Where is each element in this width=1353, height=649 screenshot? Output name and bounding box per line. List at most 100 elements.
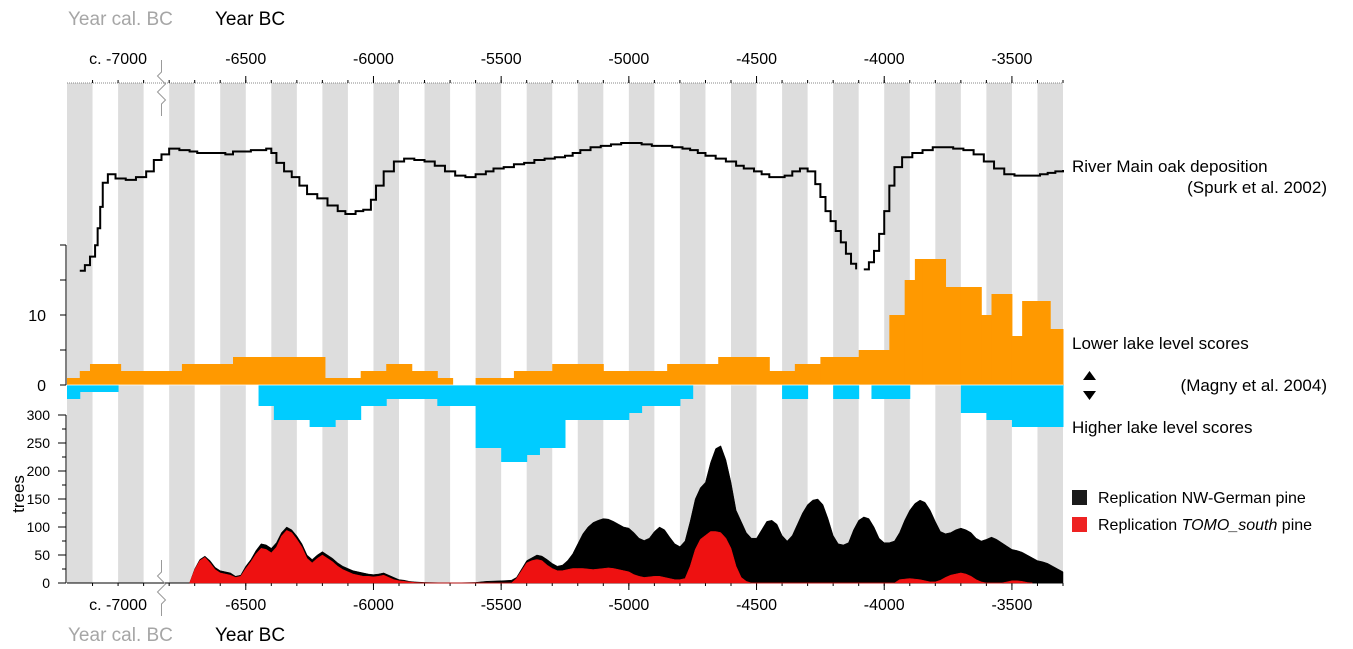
lower-lake-bar bbox=[858, 350, 872, 385]
higher-lake-bar bbox=[258, 385, 275, 406]
replication-area-nwgerman bbox=[189, 445, 1064, 584]
legend: Replication NW-German pine Replication T… bbox=[1072, 490, 1312, 534]
replication-tick-label: 200 bbox=[27, 463, 51, 479]
lower-lake-bar bbox=[360, 371, 387, 385]
top-tick-label: -5500 bbox=[481, 51, 522, 68]
higher-lake-bar bbox=[526, 385, 540, 455]
replication-tick-label: 250 bbox=[27, 435, 51, 451]
stripe bbox=[577, 83, 604, 583]
lower-lake-bar bbox=[67, 378, 81, 385]
oak-citation: (Spurk et al. 2002) bbox=[1187, 178, 1327, 197]
top-tick-label: -4500 bbox=[736, 51, 777, 68]
top-x-axis: -6500 -6000 -5500 -5000 -4500 -4000 -3500 c. -7… bbox=[67, 51, 1064, 116]
lower-lake-bar bbox=[552, 364, 604, 385]
higher-lake-bar bbox=[986, 385, 1013, 420]
bottom-tick-label: -4500 bbox=[736, 597, 777, 614]
bottom-axis-title: Year BC bbox=[215, 625, 285, 646]
higher-lake-bar bbox=[437, 385, 477, 406]
higher-lake-bar bbox=[782, 385, 809, 399]
legend-swatch-nwgerman bbox=[1072, 490, 1087, 505]
replication-tick-label: 100 bbox=[27, 519, 51, 535]
lower-lake-bar bbox=[960, 287, 982, 385]
higher-lake-bar bbox=[871, 385, 911, 399]
higher-lake-bar bbox=[67, 385, 81, 399]
stripe bbox=[271, 83, 297, 583]
oak-curve-segment bbox=[863, 146, 1064, 271]
higher-lake-bar bbox=[960, 385, 987, 413]
replication-y-axis: 0 50 100 150 200 250 300 bbox=[27, 407, 67, 591]
higher-lake-bar bbox=[539, 385, 553, 448]
stripe bbox=[373, 83, 399, 583]
lower-lake-bar bbox=[871, 350, 890, 385]
stripe bbox=[475, 83, 502, 583]
bottom-axis-title-cal: Year cal. BC bbox=[68, 625, 173, 646]
lower-lake-bar bbox=[743, 357, 770, 385]
lower-lake-bar bbox=[794, 364, 821, 385]
lower-lake-bar bbox=[1037, 301, 1051, 385]
replication-area-tomo bbox=[189, 530, 1033, 584]
lower-lake-bar bbox=[386, 364, 413, 385]
legend-label-nwgerman: Replication NW-German pine bbox=[1098, 490, 1306, 507]
top-tick-label: -3500 bbox=[991, 51, 1032, 68]
lower-lake-bar bbox=[1050, 329, 1064, 385]
lower-lake-bar bbox=[181, 364, 234, 385]
cal-tick-label: c. -7000 bbox=[89, 51, 147, 68]
stripe bbox=[67, 83, 93, 583]
lower-lake-bar bbox=[692, 364, 719, 385]
break-mark bbox=[156, 560, 167, 616]
lower-lake-bar bbox=[991, 294, 1013, 385]
break-mark bbox=[156, 60, 167, 116]
lower-lake-bar bbox=[1022, 301, 1038, 385]
higher-lake-bar bbox=[309, 385, 336, 427]
legend-label-tomo: Replication TOMO_south pine bbox=[1098, 517, 1312, 534]
lower-lake-bar bbox=[513, 371, 553, 385]
oak-deposition-curve bbox=[79, 142, 1064, 272]
higher-lake-bar bbox=[565, 385, 604, 420]
lake-citation: (Magny et al. 2004) bbox=[1181, 376, 1327, 395]
bottom-tick-label: -6500 bbox=[225, 597, 266, 614]
replication-tick-label: 150 bbox=[27, 491, 51, 507]
higher-lake-bar bbox=[552, 385, 566, 448]
lake-level-bars bbox=[67, 259, 1064, 462]
stripe bbox=[526, 83, 553, 583]
higher-lake-bar bbox=[273, 385, 311, 420]
lake-tick-label: 0 bbox=[37, 378, 46, 395]
stripe bbox=[782, 83, 808, 583]
stripe bbox=[322, 83, 348, 583]
lower-lake-bar bbox=[603, 371, 643, 385]
replication-tick-label: 50 bbox=[34, 547, 50, 563]
cal-tick-label: c. -7000 bbox=[89, 597, 147, 614]
higher-lake-bar bbox=[475, 385, 502, 448]
higher-lake-bar bbox=[1037, 385, 1064, 427]
lower-lake-bar bbox=[981, 315, 992, 385]
bottom-tick-label: -5000 bbox=[608, 597, 649, 614]
higher-lake-bar bbox=[92, 385, 119, 392]
top-tick-label: -5000 bbox=[608, 51, 649, 68]
stripe bbox=[628, 83, 655, 583]
lower-lake-bar bbox=[820, 357, 860, 385]
higher-lake-label: Higher lake level scores bbox=[1072, 418, 1252, 437]
lower-lake-bar bbox=[1011, 336, 1023, 385]
higher-lake-bar bbox=[501, 385, 528, 462]
oak-series-label: River Main oak deposition bbox=[1072, 157, 1268, 176]
lower-lake-bar bbox=[889, 315, 906, 385]
higher-lake-bar bbox=[79, 385, 94, 392]
lower-lake-bar bbox=[769, 371, 796, 385]
triangle-up-icon bbox=[1083, 371, 1096, 380]
higher-lake-bar bbox=[628, 385, 643, 413]
higher-lake-bar bbox=[641, 385, 681, 406]
lower-lake-bar bbox=[914, 259, 924, 385]
top-axis-title: Year BC bbox=[215, 9, 285, 30]
lower-lake-bar bbox=[120, 371, 183, 385]
oak-curve-segment bbox=[79, 142, 858, 272]
bottom-tick-label: -3500 bbox=[991, 597, 1032, 614]
triangle-down-icon bbox=[1083, 391, 1096, 400]
bottom-tick-label: -4000 bbox=[864, 597, 905, 614]
lower-lake-bar bbox=[718, 357, 745, 385]
top-axis-title-cal: Year cal. BC bbox=[68, 9, 173, 30]
higher-lake-bar bbox=[335, 385, 362, 420]
top-tick-label: -6000 bbox=[353, 51, 394, 68]
lower-lake-bar bbox=[79, 371, 91, 385]
lower-lake-bar bbox=[411, 371, 438, 385]
lower-lake-bar bbox=[89, 364, 122, 385]
